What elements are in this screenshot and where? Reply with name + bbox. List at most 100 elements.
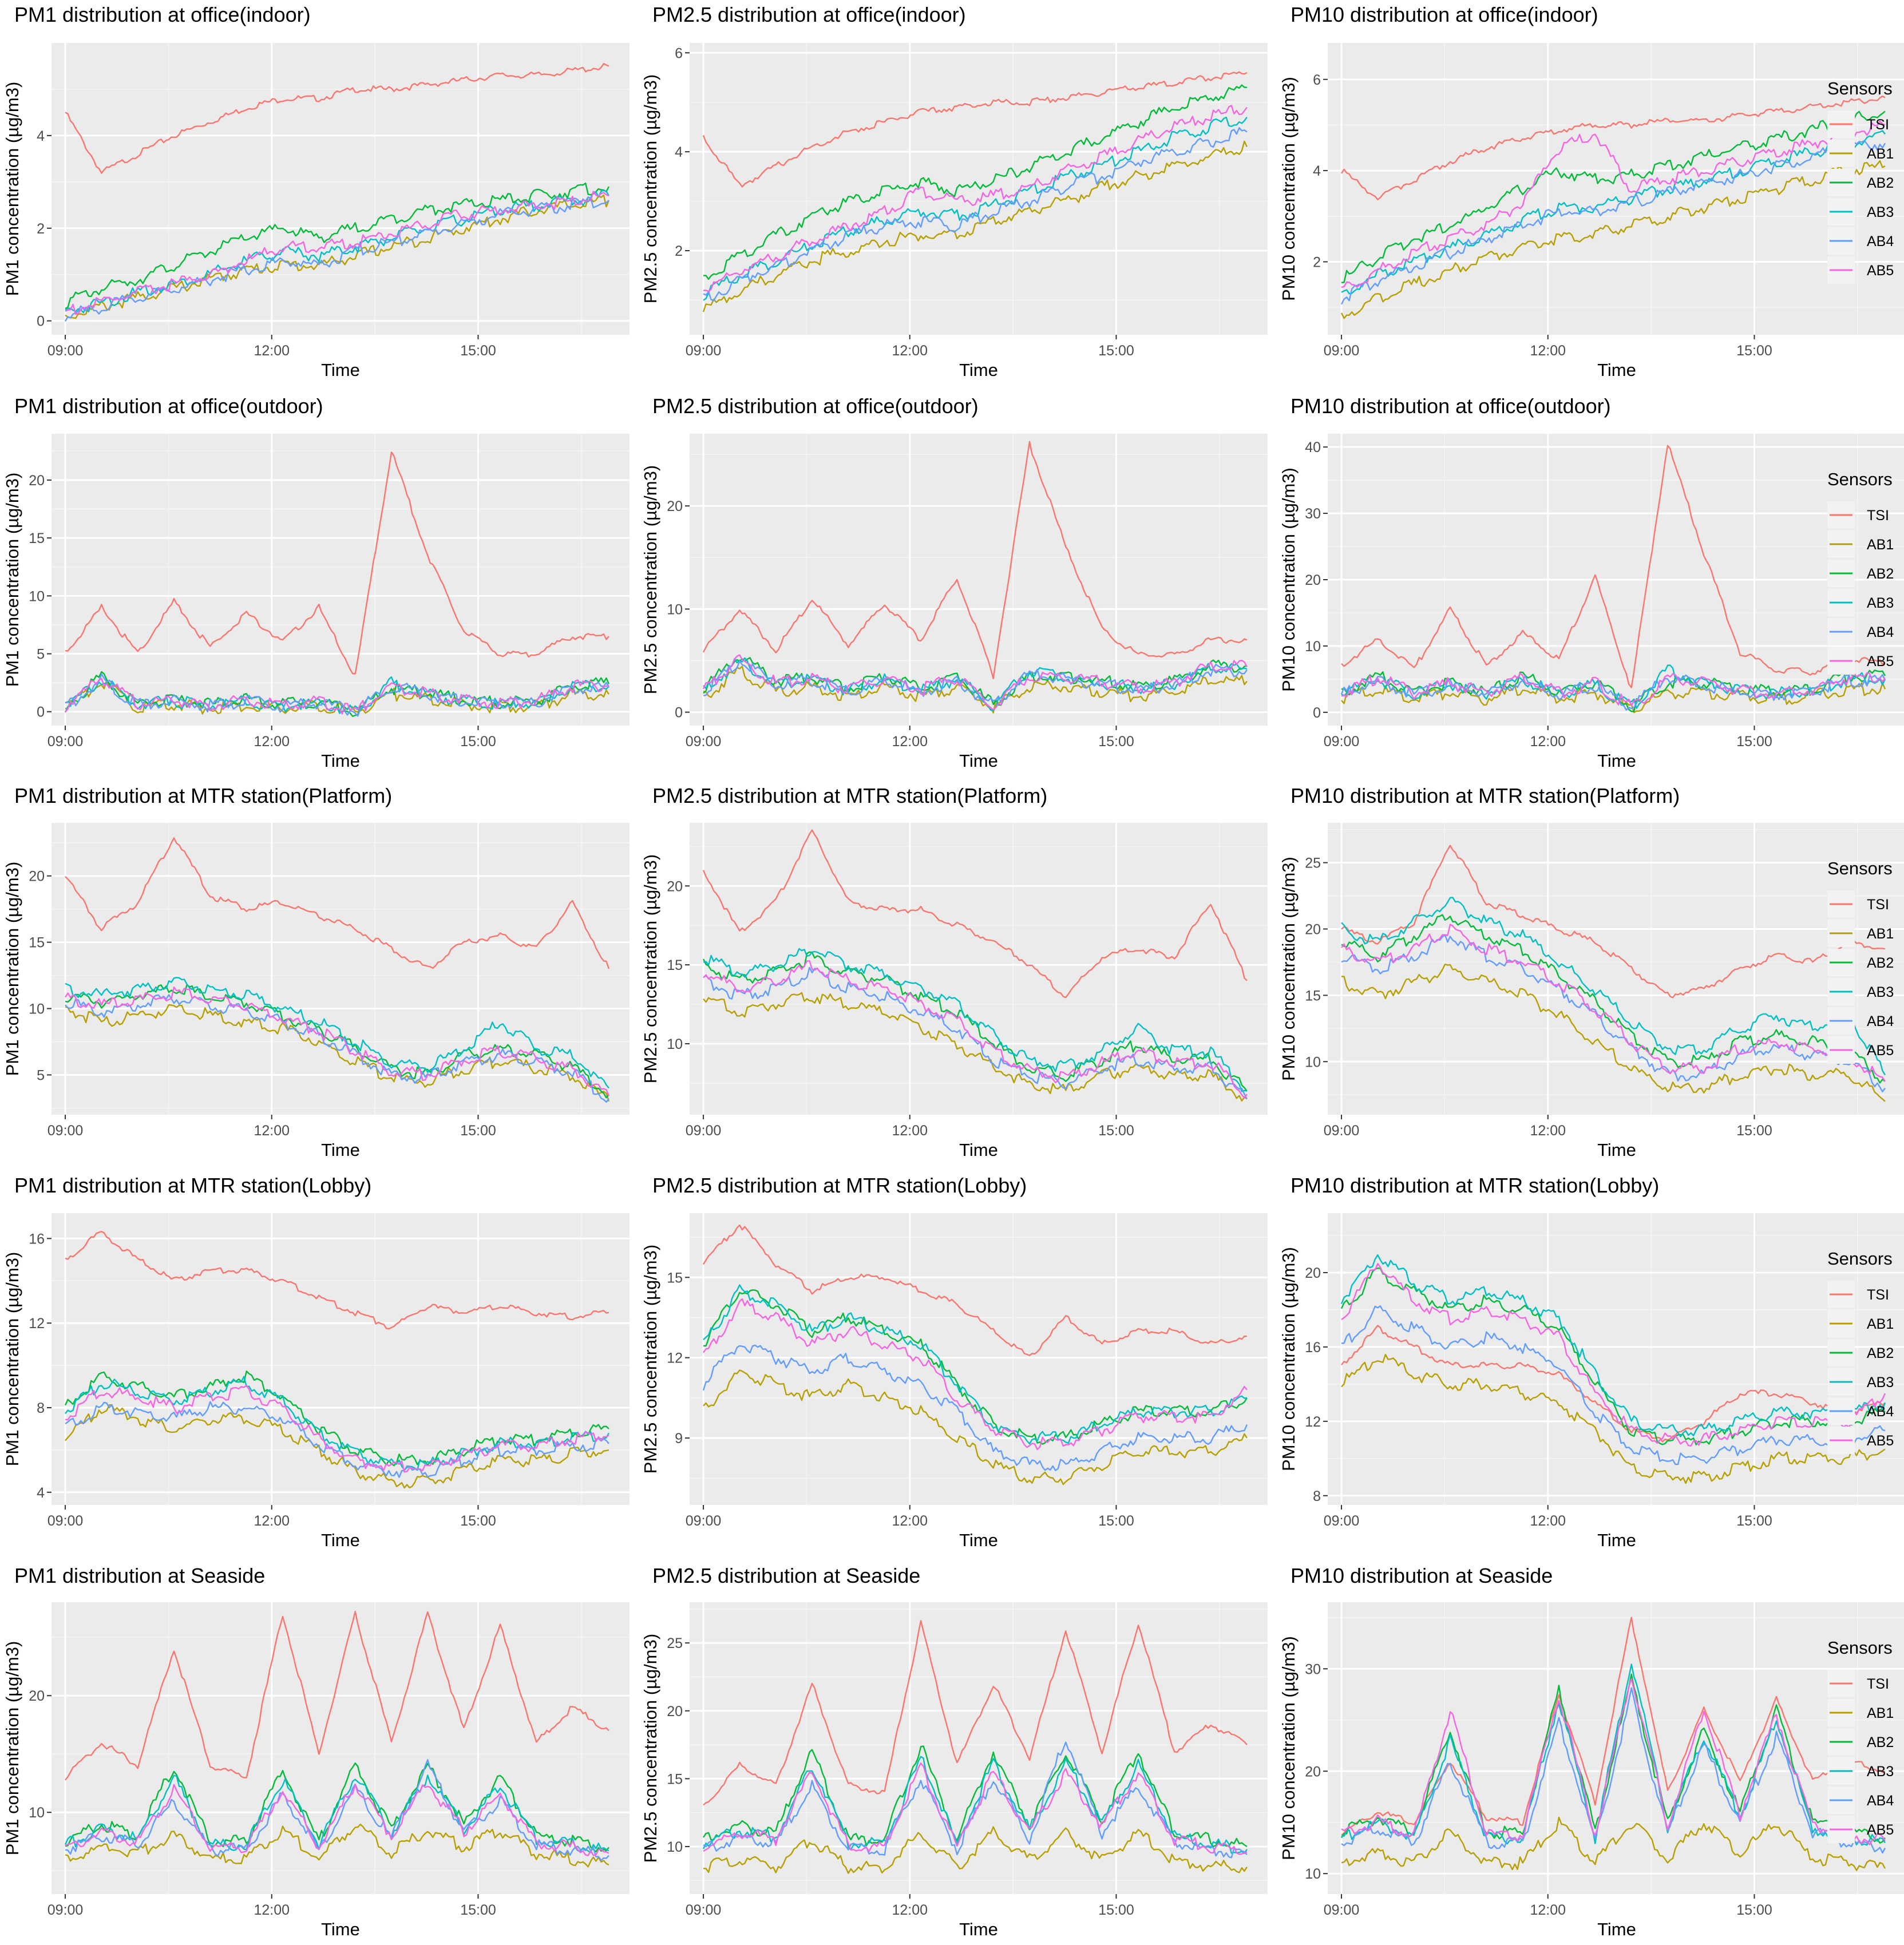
y-tick-label: 4 bbox=[1313, 163, 1321, 179]
chart-title: PM10 distribution at MTR station(Lobby) bbox=[1291, 1174, 1659, 1197]
legend-label: AB3 bbox=[1867, 595, 1894, 611]
legend-3: Sensors TSI AB1 AB2 AB3 AB4 AB5 bbox=[1827, 858, 1894, 1064]
series-line-ab5 bbox=[703, 105, 1248, 292]
y-tick-label: 25 bbox=[1305, 855, 1321, 872]
chart-panel-13: PM1 distribution at Seaside 10 20 09:00 12:0… bbox=[2, 1564, 630, 1939]
series-line-ab4 bbox=[1341, 1687, 1886, 1854]
x-tick-label: 09:00 bbox=[1324, 734, 1360, 750]
legend-label: AB4 bbox=[1867, 624, 1894, 640]
chart-title: PM1 distribution at Seaside bbox=[14, 1564, 265, 1587]
series-line-ab4 bbox=[65, 673, 609, 717]
y-axis-label: PM10 concentration (µg/m3) bbox=[1278, 857, 1299, 1081]
y-tick-label: 6 bbox=[1313, 72, 1321, 88]
y-axis-label: PM10 concentration (µg/m3) bbox=[1278, 1636, 1299, 1860]
y-axis-label: PM2.5 concentration (µg/m3) bbox=[640, 1245, 660, 1473]
x-axis-label: Time bbox=[321, 1140, 360, 1160]
x-axis-label: Time bbox=[959, 751, 998, 771]
y-tick-label: 0 bbox=[675, 705, 683, 721]
series-line-ab4 bbox=[65, 994, 609, 1103]
legend-label: AB5 bbox=[1867, 1043, 1894, 1059]
series-line-ab5 bbox=[65, 678, 609, 715]
chart-panel-11: PM2.5 distribution at MTR station(Lobby)… bbox=[640, 1174, 1268, 1550]
y-tick-label: 10 bbox=[1305, 1866, 1321, 1882]
series-line-ab4 bbox=[703, 966, 1248, 1099]
y-tick-label: 10 bbox=[667, 601, 683, 617]
chart-title: PM10 distribution at office(indoor) bbox=[1291, 3, 1598, 26]
plot-background bbox=[52, 1213, 630, 1505]
series-line-tsi bbox=[1341, 1617, 1886, 1836]
series-line-ab3 bbox=[1341, 897, 1886, 1076]
x-tick-label: 09:00 bbox=[686, 1902, 722, 1918]
plot-background bbox=[52, 823, 630, 1115]
series-line-tsi bbox=[702, 1224, 1247, 1356]
x-tick-label: 15:00 bbox=[1098, 1902, 1134, 1918]
series-line-ab5 bbox=[703, 960, 1248, 1099]
x-tick-label: 09:00 bbox=[47, 1123, 84, 1139]
x-axis-label: Time bbox=[321, 1919, 360, 1939]
x-tick-label: 12:00 bbox=[254, 343, 290, 359]
x-tick-label: 12:00 bbox=[892, 1902, 928, 1918]
series-line-ab1 bbox=[65, 1824, 609, 1868]
x-axis-label: Time bbox=[321, 751, 360, 771]
series-line-ab1 bbox=[702, 140, 1248, 312]
legend-label: AB2 bbox=[1867, 1734, 1894, 1750]
x-tick-label: 12:00 bbox=[892, 343, 928, 359]
y-axis-label: PM1 concentration (µg/m3) bbox=[2, 862, 22, 1076]
x-tick-label: 09:00 bbox=[47, 1513, 84, 1529]
x-tick-label: 15:00 bbox=[1098, 734, 1134, 750]
y-tick-label: 0 bbox=[1313, 705, 1321, 721]
legend-label: AB4 bbox=[1867, 1793, 1894, 1809]
legend-label: TSI bbox=[1867, 117, 1889, 133]
y-tick-label: 8 bbox=[1313, 1488, 1321, 1504]
x-tick-label: 15:00 bbox=[1736, 1902, 1772, 1918]
x-tick-label: 09:00 bbox=[1324, 1123, 1360, 1139]
chart-title: PM1 distribution at office(outdoor) bbox=[14, 394, 323, 418]
legend-4: Sensors TSI AB1 AB2 AB3 AB4 AB5 bbox=[1827, 1249, 1894, 1454]
legend-label: AB3 bbox=[1867, 984, 1894, 1000]
x-axis-label: Time bbox=[1597, 751, 1636, 771]
x-tick-label: 12:00 bbox=[1530, 343, 1566, 359]
y-axis-label: PM10 concentration (µg/m3) bbox=[1278, 77, 1299, 301]
y-tick-label: 4 bbox=[37, 128, 45, 144]
series-line-ab1 bbox=[65, 194, 610, 319]
x-tick-label: 09:00 bbox=[686, 343, 722, 359]
x-tick-label: 12:00 bbox=[892, 1513, 928, 1529]
y-tick-label: 20 bbox=[29, 1688, 45, 1704]
series-line-ab5 bbox=[65, 191, 609, 315]
y-axis-label: PM1 concentration (µg/m3) bbox=[2, 82, 22, 296]
legend-label: AB2 bbox=[1867, 1345, 1894, 1361]
y-tick-label: 2 bbox=[37, 221, 45, 237]
series-line-ab4 bbox=[702, 1344, 1248, 1471]
series-line-ab1 bbox=[1341, 682, 1886, 714]
x-tick-label: 15:00 bbox=[1098, 343, 1134, 359]
series-line-tsi bbox=[65, 1611, 609, 1781]
series-line-ab5 bbox=[703, 1298, 1248, 1451]
legend-label: TSI bbox=[1867, 897, 1889, 913]
plot-background bbox=[52, 1602, 630, 1894]
legend-title: Sensors bbox=[1827, 1638, 1893, 1658]
y-axis-label: PM1 concentration (µg/m3) bbox=[2, 473, 22, 687]
series-line-ab4 bbox=[703, 660, 1248, 704]
y-tick-label: 20 bbox=[667, 878, 683, 894]
y-tick-label: 10 bbox=[1305, 639, 1321, 655]
chart-panel-2: PM2.5 distribution at office(indoor) 2 4 6 0… bbox=[640, 3, 1268, 380]
y-tick-label: 20 bbox=[1305, 572, 1321, 588]
x-tick-label: 09:00 bbox=[1324, 343, 1360, 359]
legend-label: AB1 bbox=[1867, 1316, 1894, 1332]
chart-panel-10: PM1 distribution at MTR station(Lobby) 4 8… bbox=[2, 1174, 630, 1550]
legend-label: TSI bbox=[1867, 1287, 1889, 1303]
y-axis-label: PM10 concentration (µg/m3) bbox=[1278, 468, 1299, 692]
legend-label: AB2 bbox=[1867, 955, 1894, 971]
x-tick-label: 12:00 bbox=[1530, 1123, 1566, 1139]
series-line-ab2 bbox=[1341, 110, 1886, 283]
y-tick-label: 15 bbox=[29, 935, 45, 951]
y-tick-label: 10 bbox=[1305, 1054, 1321, 1070]
series-line-ab1 bbox=[1341, 1816, 1886, 1871]
y-tick-label: 0 bbox=[37, 314, 45, 330]
series-line-ab4 bbox=[1341, 1305, 1886, 1465]
legend-label: AB1 bbox=[1867, 1705, 1894, 1721]
y-tick-label: 16 bbox=[1305, 1340, 1321, 1356]
y-tick-label: 10 bbox=[29, 1805, 45, 1821]
legend-label: AB5 bbox=[1867, 263, 1894, 279]
